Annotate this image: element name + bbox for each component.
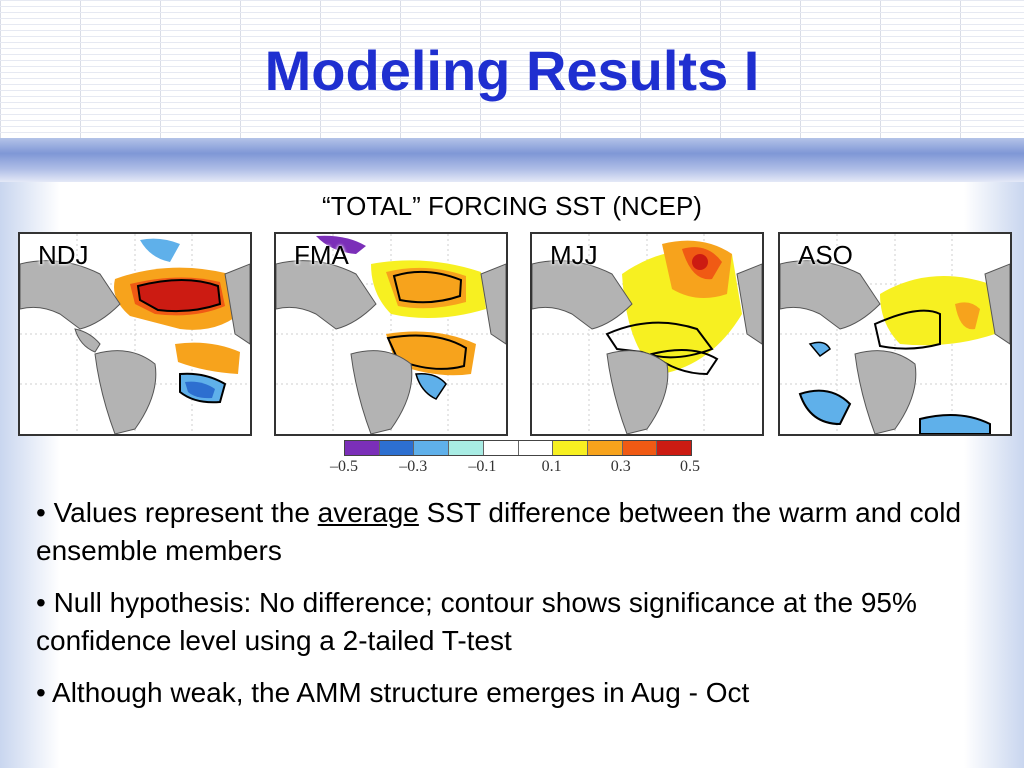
colorbar-tick-label: 0.3 — [610, 458, 631, 475]
colorbar-swatch — [553, 441, 588, 455]
map-panel-ndj: NDJ — [18, 232, 252, 436]
map-mjj-image — [532, 234, 762, 434]
panel-label-mjj: MJJ — [550, 240, 598, 270]
colorbar-swatch — [657, 441, 692, 455]
map-fma-image — [276, 234, 506, 434]
colorbar-tick-label: 0.1 — [541, 458, 562, 475]
map-panel-fma: FMA — [274, 232, 508, 436]
colorbar-swatch — [379, 441, 415, 455]
colorbar-tick-label: –0.1 — [468, 458, 497, 475]
panel-label-ndj: NDJ — [38, 240, 89, 270]
header-band — [0, 138, 1024, 182]
bullet-list: • Values represent the average SST diffe… — [36, 494, 996, 726]
colorbar-tick-label: 0.5 — [680, 458, 700, 475]
panel-label-fma: FMA — [294, 240, 349, 270]
colorbar-tick-label: –0.5 — [330, 458, 358, 475]
colorbar-swatch — [622, 441, 658, 455]
colorbar-swatch — [483, 441, 519, 455]
colorbar-swatch — [345, 441, 380, 455]
bullet-1-emphasis: average — [317, 497, 419, 528]
colorbar-swatch — [414, 441, 450, 455]
colorbar-swatch — [449, 441, 484, 455]
figure-title: “TOTAL” FORCING SST (NCEP) — [322, 191, 702, 221]
bullet-3: • Although weak, the AMM structure emerg… — [36, 677, 750, 708]
map-ndj-image — [20, 234, 250, 434]
map-aso-image — [780, 234, 1010, 434]
header-background — [0, 0, 1024, 138]
colorbar-swatch — [587, 441, 623, 455]
map-panel-mjj: MJJ — [530, 232, 764, 436]
colorbar — [344, 440, 692, 456]
panel-label-aso: ASO — [798, 240, 853, 270]
slide-title: Modeling Results I — [264, 39, 760, 102]
colorbar-tick-label: –0.3 — [399, 458, 428, 475]
map-panel-aso: ASO — [778, 232, 1012, 436]
colorbar-swatch — [518, 441, 554, 455]
bullet-2: • Null hypothesis: No difference; contou… — [36, 587, 917, 656]
bullet-1: • Values represent the average SST diffe… — [36, 497, 962, 566]
